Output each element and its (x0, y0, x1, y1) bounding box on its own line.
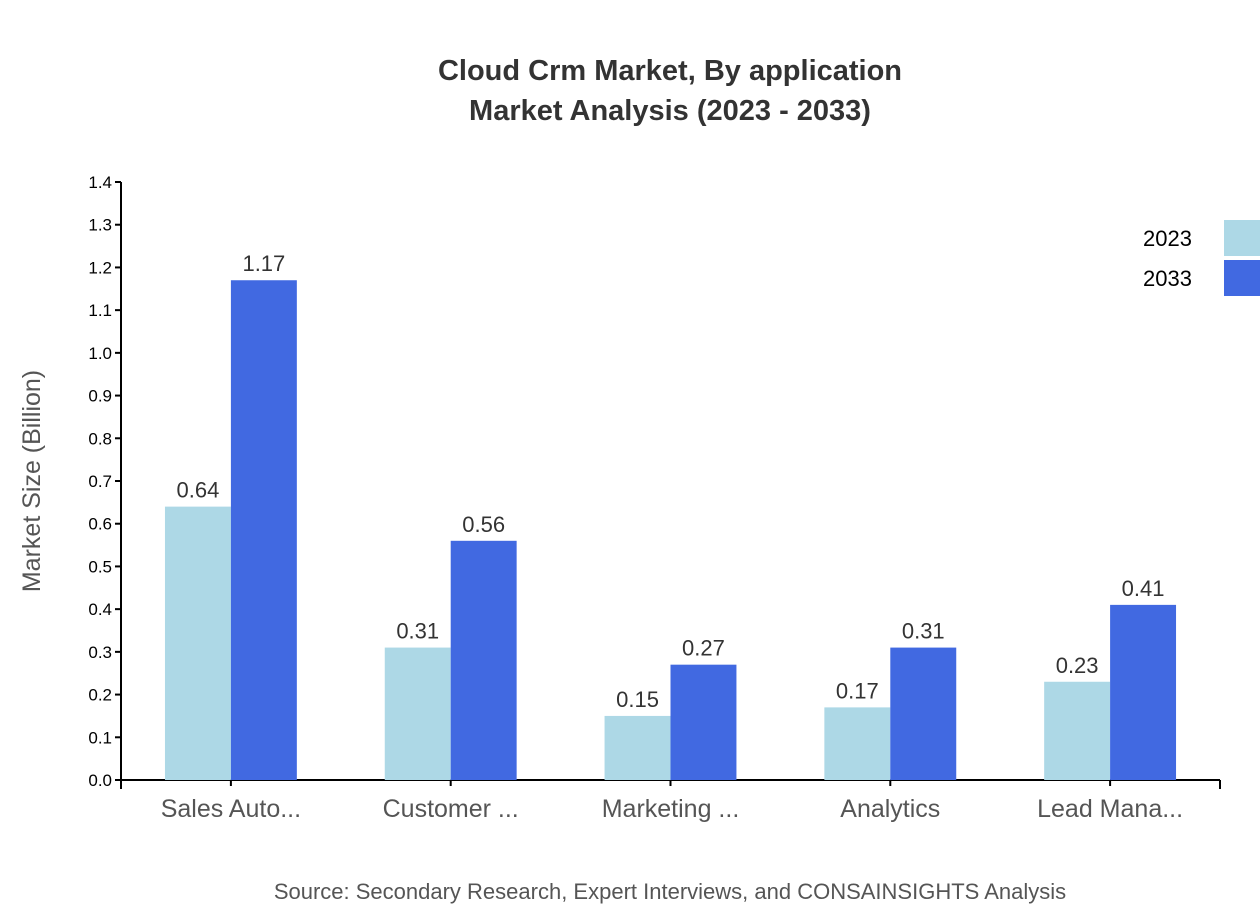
bar-2033 (890, 647, 957, 780)
y-tick-label: 0.7 (88, 472, 112, 491)
y-tick-label: 1.0 (88, 344, 112, 363)
y-tick-label: 0.8 (88, 429, 112, 448)
bar-2023 (384, 647, 451, 780)
chart-title: Cloud Crm Market, By application (438, 55, 902, 87)
y-tick-label: 0.2 (88, 686, 112, 705)
y-axis: 0.0 0.1 0.2 0.3 0.4 0.5 0.6 0.7 0.8 0.9 1.0 1.1 1.2 1… (88, 173, 122, 790)
source-note: Source: Secondary Research, Expert Inter… (274, 879, 1066, 904)
x-tick-label: Sales Auto... (161, 795, 301, 823)
y-tick-label: 1.2 (88, 258, 112, 277)
y-tick-label: 1.1 (88, 301, 112, 320)
y-tick-label: 0.6 (88, 515, 112, 534)
x-tick-label: Customer ... (383, 795, 519, 823)
y-tick-label: 1.3 (88, 216, 112, 235)
data-label: 0.31 (396, 619, 439, 644)
y-tick-label: 0.4 (88, 600, 112, 619)
x-tick-label: Lead Mana... (1037, 795, 1183, 823)
data-label: 0.15 (616, 687, 659, 712)
x-axis: Sales Auto... Customer ... Marketing ... An… (120, 779, 1221, 823)
x-tick-label: Marketing ... (602, 795, 740, 823)
data-label: 0.17 (836, 678, 879, 703)
data-label: 1.17 (242, 251, 285, 276)
x-tick-label: Analytics (840, 795, 940, 823)
legend-label: 2033 (1143, 266, 1192, 291)
bar-2023 (604, 715, 671, 780)
y-tick-label: 0.9 (88, 387, 112, 406)
y-tick-label: 0.5 (88, 557, 112, 576)
y-tick-label: 0.1 (88, 728, 112, 747)
y-tick-label: 0.3 (88, 643, 112, 662)
legend-swatch-2033 (1224, 260, 1260, 296)
data-label: 0.41 (1122, 576, 1165, 601)
legend: 2023 2033 (1143, 220, 1260, 296)
chart-subtitle: Market Analysis (2023 - 2033) (469, 95, 871, 127)
bar-2023 (164, 506, 231, 780)
bar-2033 (230, 280, 297, 780)
bar-2033 (670, 664, 737, 780)
bar-2023 (1044, 681, 1111, 780)
y-tick-label: 0.0 (88, 771, 112, 790)
data-label: 0.64 (177, 478, 220, 503)
legend-label: 2023 (1143, 226, 1192, 251)
bar-2033 (450, 540, 517, 780)
data-label: 0.31 (902, 619, 945, 644)
legend-swatch-2023 (1224, 220, 1260, 256)
y-axis-label: Market Size (Billion) (18, 370, 46, 592)
data-label: 0.27 (682, 636, 725, 661)
data-label: 0.23 (1056, 653, 1099, 678)
bars: 0.64 1.17 0.31 0.56 0.15 0.27 0.17 0.31 0.23 0.41 (164, 251, 1177, 780)
y-tick-label: 1.4 (88, 173, 112, 192)
data-label: 0.56 (462, 512, 505, 537)
bar-2023 (824, 707, 891, 780)
bar-2033 (1110, 604, 1177, 780)
